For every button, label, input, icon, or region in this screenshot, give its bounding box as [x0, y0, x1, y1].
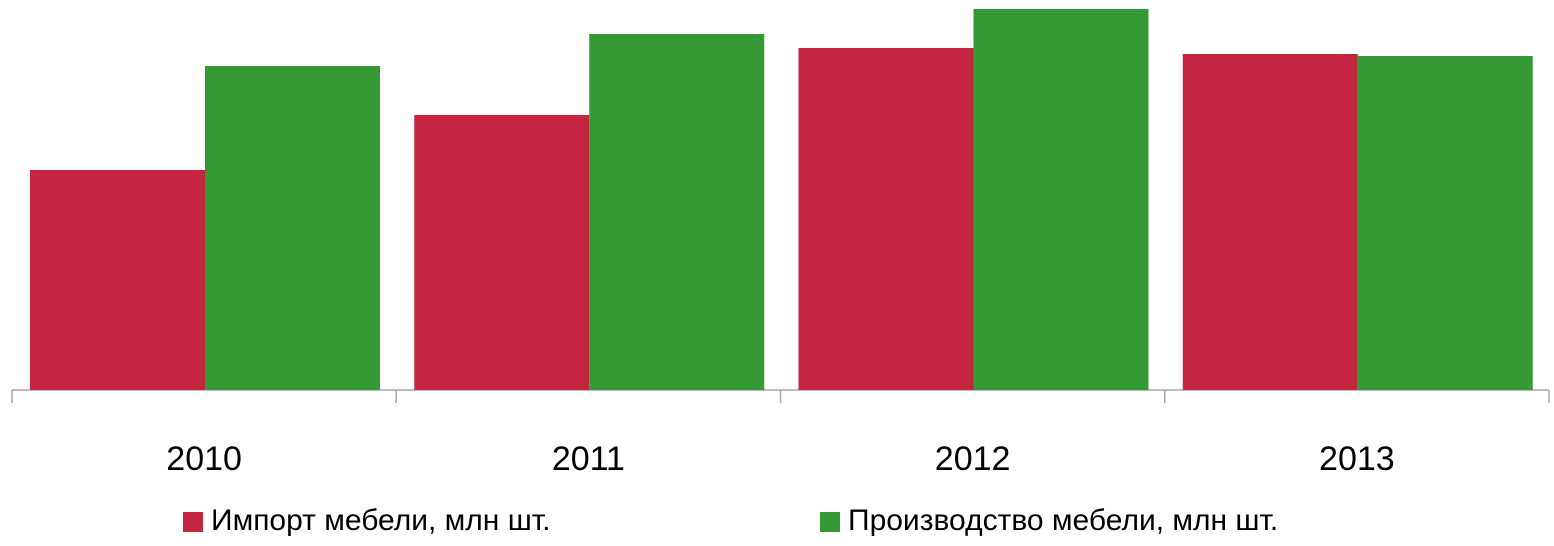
bar [1182, 54, 1358, 390]
bar [414, 115, 590, 390]
legend-label: Производство мебели, млн шт. [848, 504, 1278, 537]
bar [1357, 56, 1533, 390]
legend-swatch [183, 512, 203, 532]
bar [30, 170, 205, 390]
bar [205, 66, 380, 390]
x-tick-label: 2011 [552, 440, 625, 478]
x-tick-label: 2012 [935, 440, 1011, 478]
bar [589, 34, 765, 390]
x-tick-label: 2010 [166, 440, 242, 478]
bar [973, 9, 1149, 390]
x-tick-label: 2013 [1319, 440, 1395, 478]
legend-label: Импорт мебели, млн шт. [211, 504, 551, 537]
bar [798, 48, 974, 390]
legend-swatch [820, 512, 840, 532]
